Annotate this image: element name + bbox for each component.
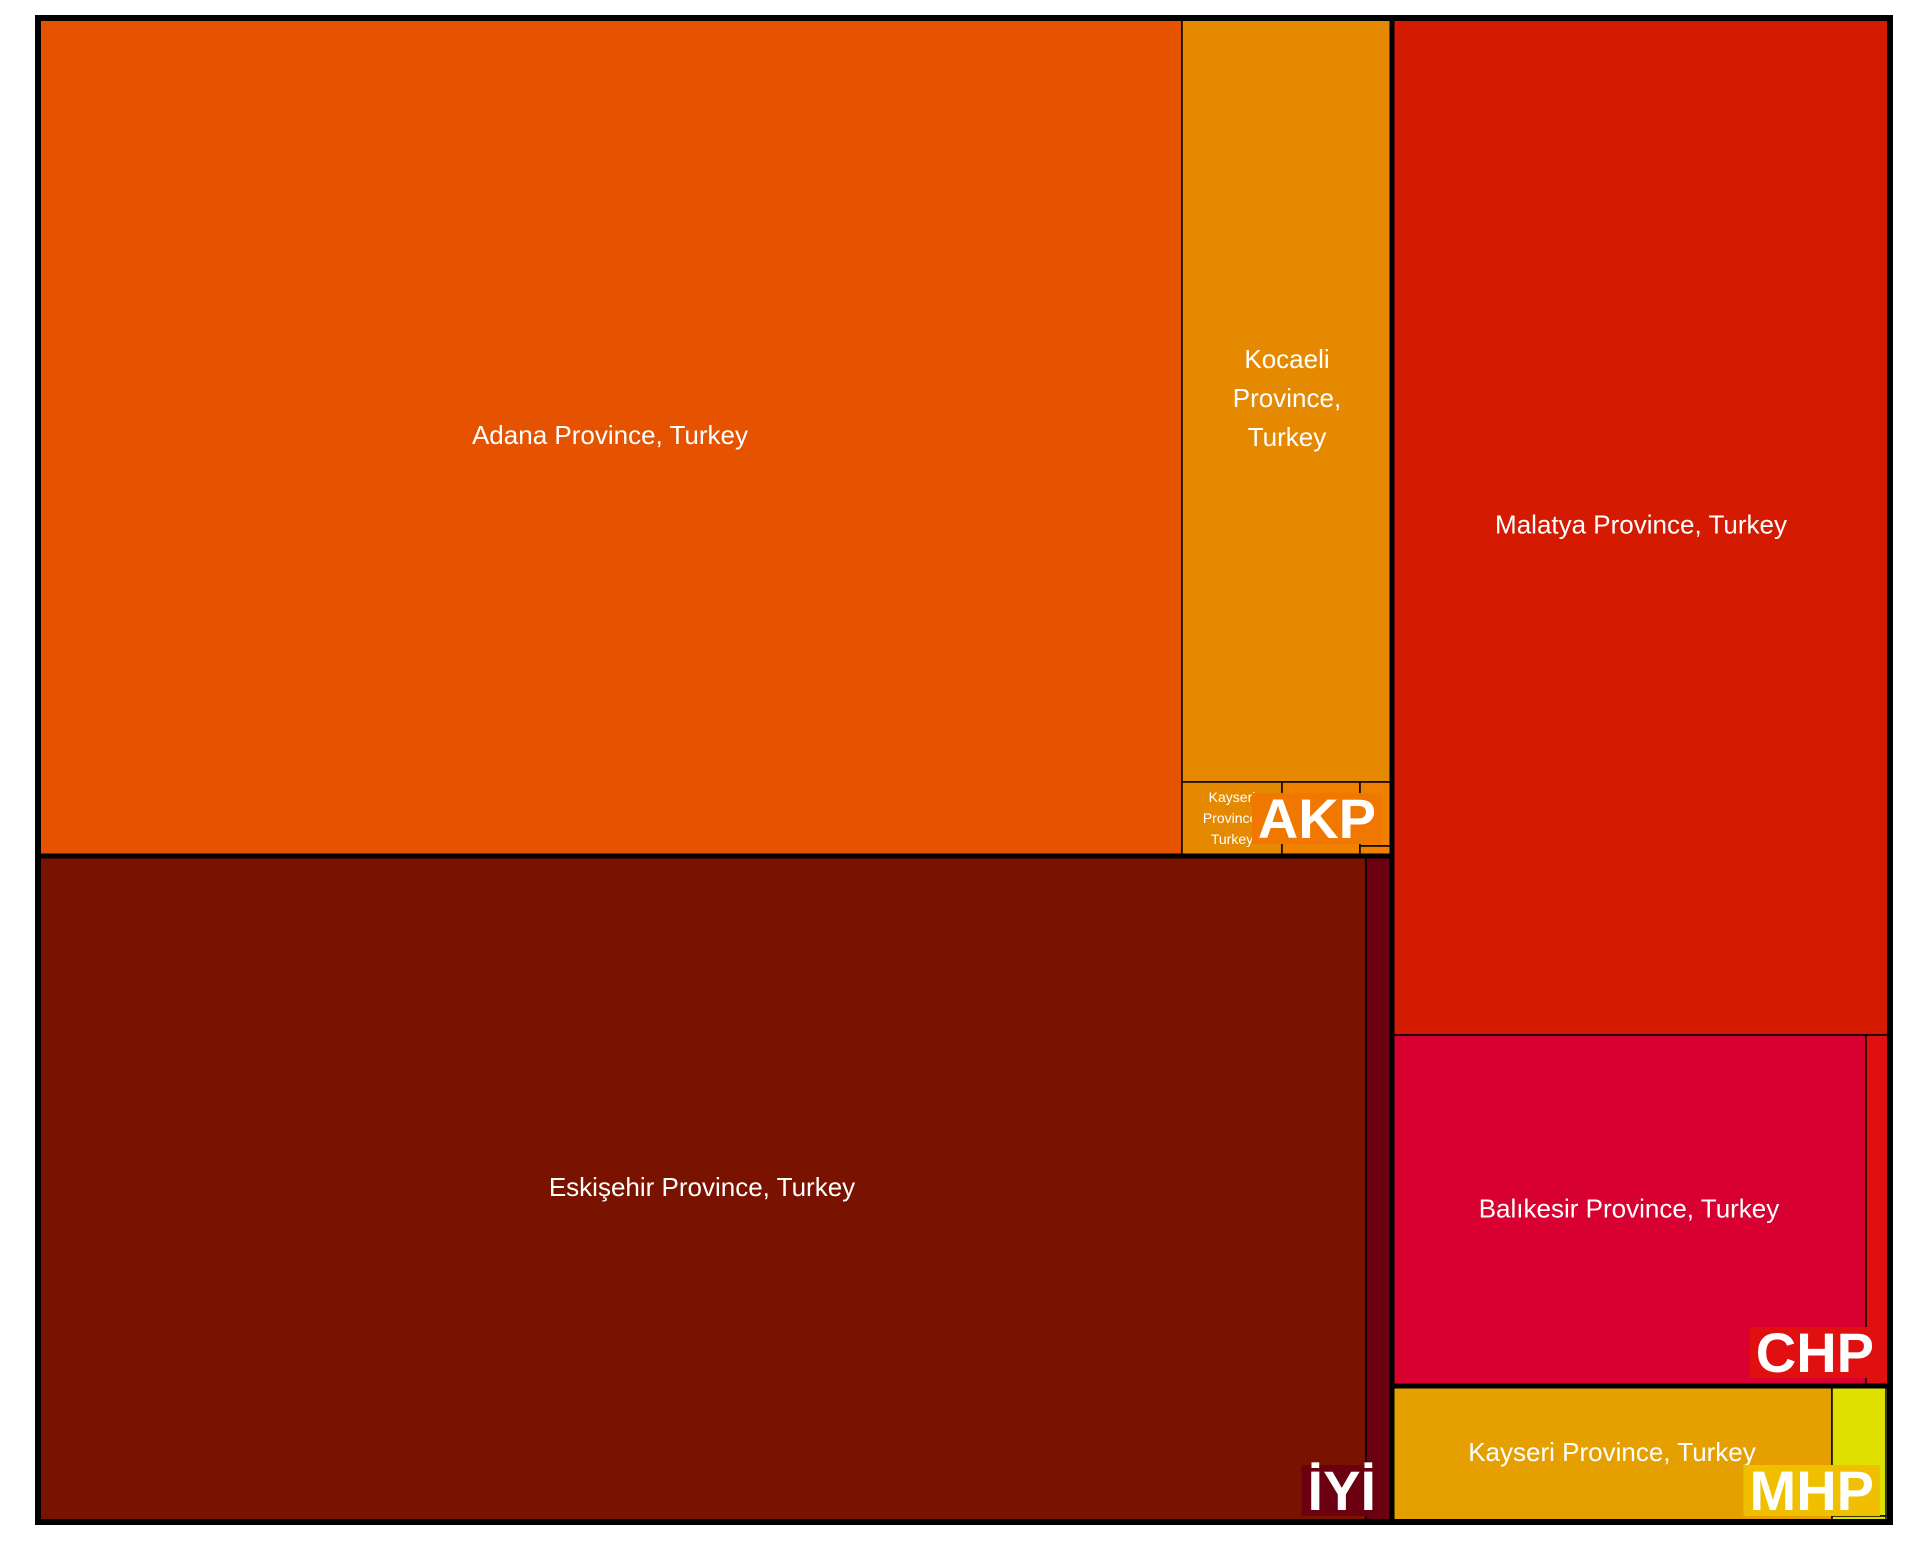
group-label-text: CHP (1756, 1321, 1874, 1384)
chart-frame (35, 15, 1893, 1525)
group-label-text: İYİ (1308, 1459, 1376, 1522)
cell-label-line: Malatya Province, Turkey (1495, 509, 1787, 539)
cell-label-line: Turkey (1211, 831, 1253, 847)
cell-label: Malatya Province, Turkey (1495, 509, 1787, 539)
cell-kocaeli-province-turkey: Kocaeli Province, Turkey (1181, 17, 1393, 783)
cell-label: Balıkesir Province, Turkey (1479, 1193, 1780, 1223)
cells-layer: Adana Province, Turkey Kocaeli Province, Tu… (37, 17, 1891, 1523)
group-label-bg (1301, 1465, 1382, 1516)
cell-rect (1365, 855, 1393, 1523)
group-label-i-yi: İYİ (1301, 1459, 1382, 1522)
cell-rect (1181, 17, 1393, 783)
cell-i-yi-1 (1365, 855, 1393, 1523)
group-label-mhp: MHP (1743, 1459, 1880, 1522)
cell-label-line: Kocaeli (1244, 344, 1329, 374)
cell-rect (37, 855, 1367, 1523)
group-label-chp: CHP (1749, 1321, 1880, 1384)
cell-label-line: Eskişehir Province, Turkey (549, 1172, 855, 1202)
cell-label-line: Province, (1233, 383, 1341, 413)
cell-label-line: Kayseri Province, Turkey (1468, 1437, 1756, 1467)
cell-label-line: Kayseri (1209, 789, 1256, 805)
cell-label-line: Adana Province, Turkey (472, 420, 748, 450)
cell-label-line: Province, (1203, 810, 1261, 826)
cell-eskisehir-province-turkey: Eskişehir Province, Turkey (37, 855, 1367, 1523)
cell-rect (1391, 17, 1891, 1036)
cell-malatya-province-turkey: Malatya Province, Turkey (1391, 17, 1891, 1036)
group-labels-layer: AKP İYİ CHP MHP (1251, 787, 1880, 1522)
cell-label: Eskişehir Province, Turkey (549, 1172, 855, 1202)
cell-label-line: Turkey (1248, 422, 1327, 452)
cell-adana-province-turkey: Adana Province, Turkey (37, 17, 1183, 857)
cell-label: Kayseri Province, Turkey (1203, 789, 1261, 847)
cell-label: Kocaeli Province, Turkey (1233, 344, 1341, 452)
cell-label: Adana Province, Turkey (472, 420, 748, 450)
group-label-text: AKP (1258, 787, 1376, 850)
cell-rect (37, 17, 1183, 857)
group-label-bg (1743, 1465, 1880, 1516)
cell-label-line: Balıkesir Province, Turkey (1479, 1193, 1780, 1223)
group-label-bg (1749, 1327, 1880, 1378)
group-label-akp: AKP (1251, 787, 1382, 850)
group-label-text: MHP (1750, 1459, 1874, 1522)
cell-label: Kayseri Province, Turkey (1468, 1437, 1756, 1467)
group-label-bg (1251, 793, 1382, 844)
